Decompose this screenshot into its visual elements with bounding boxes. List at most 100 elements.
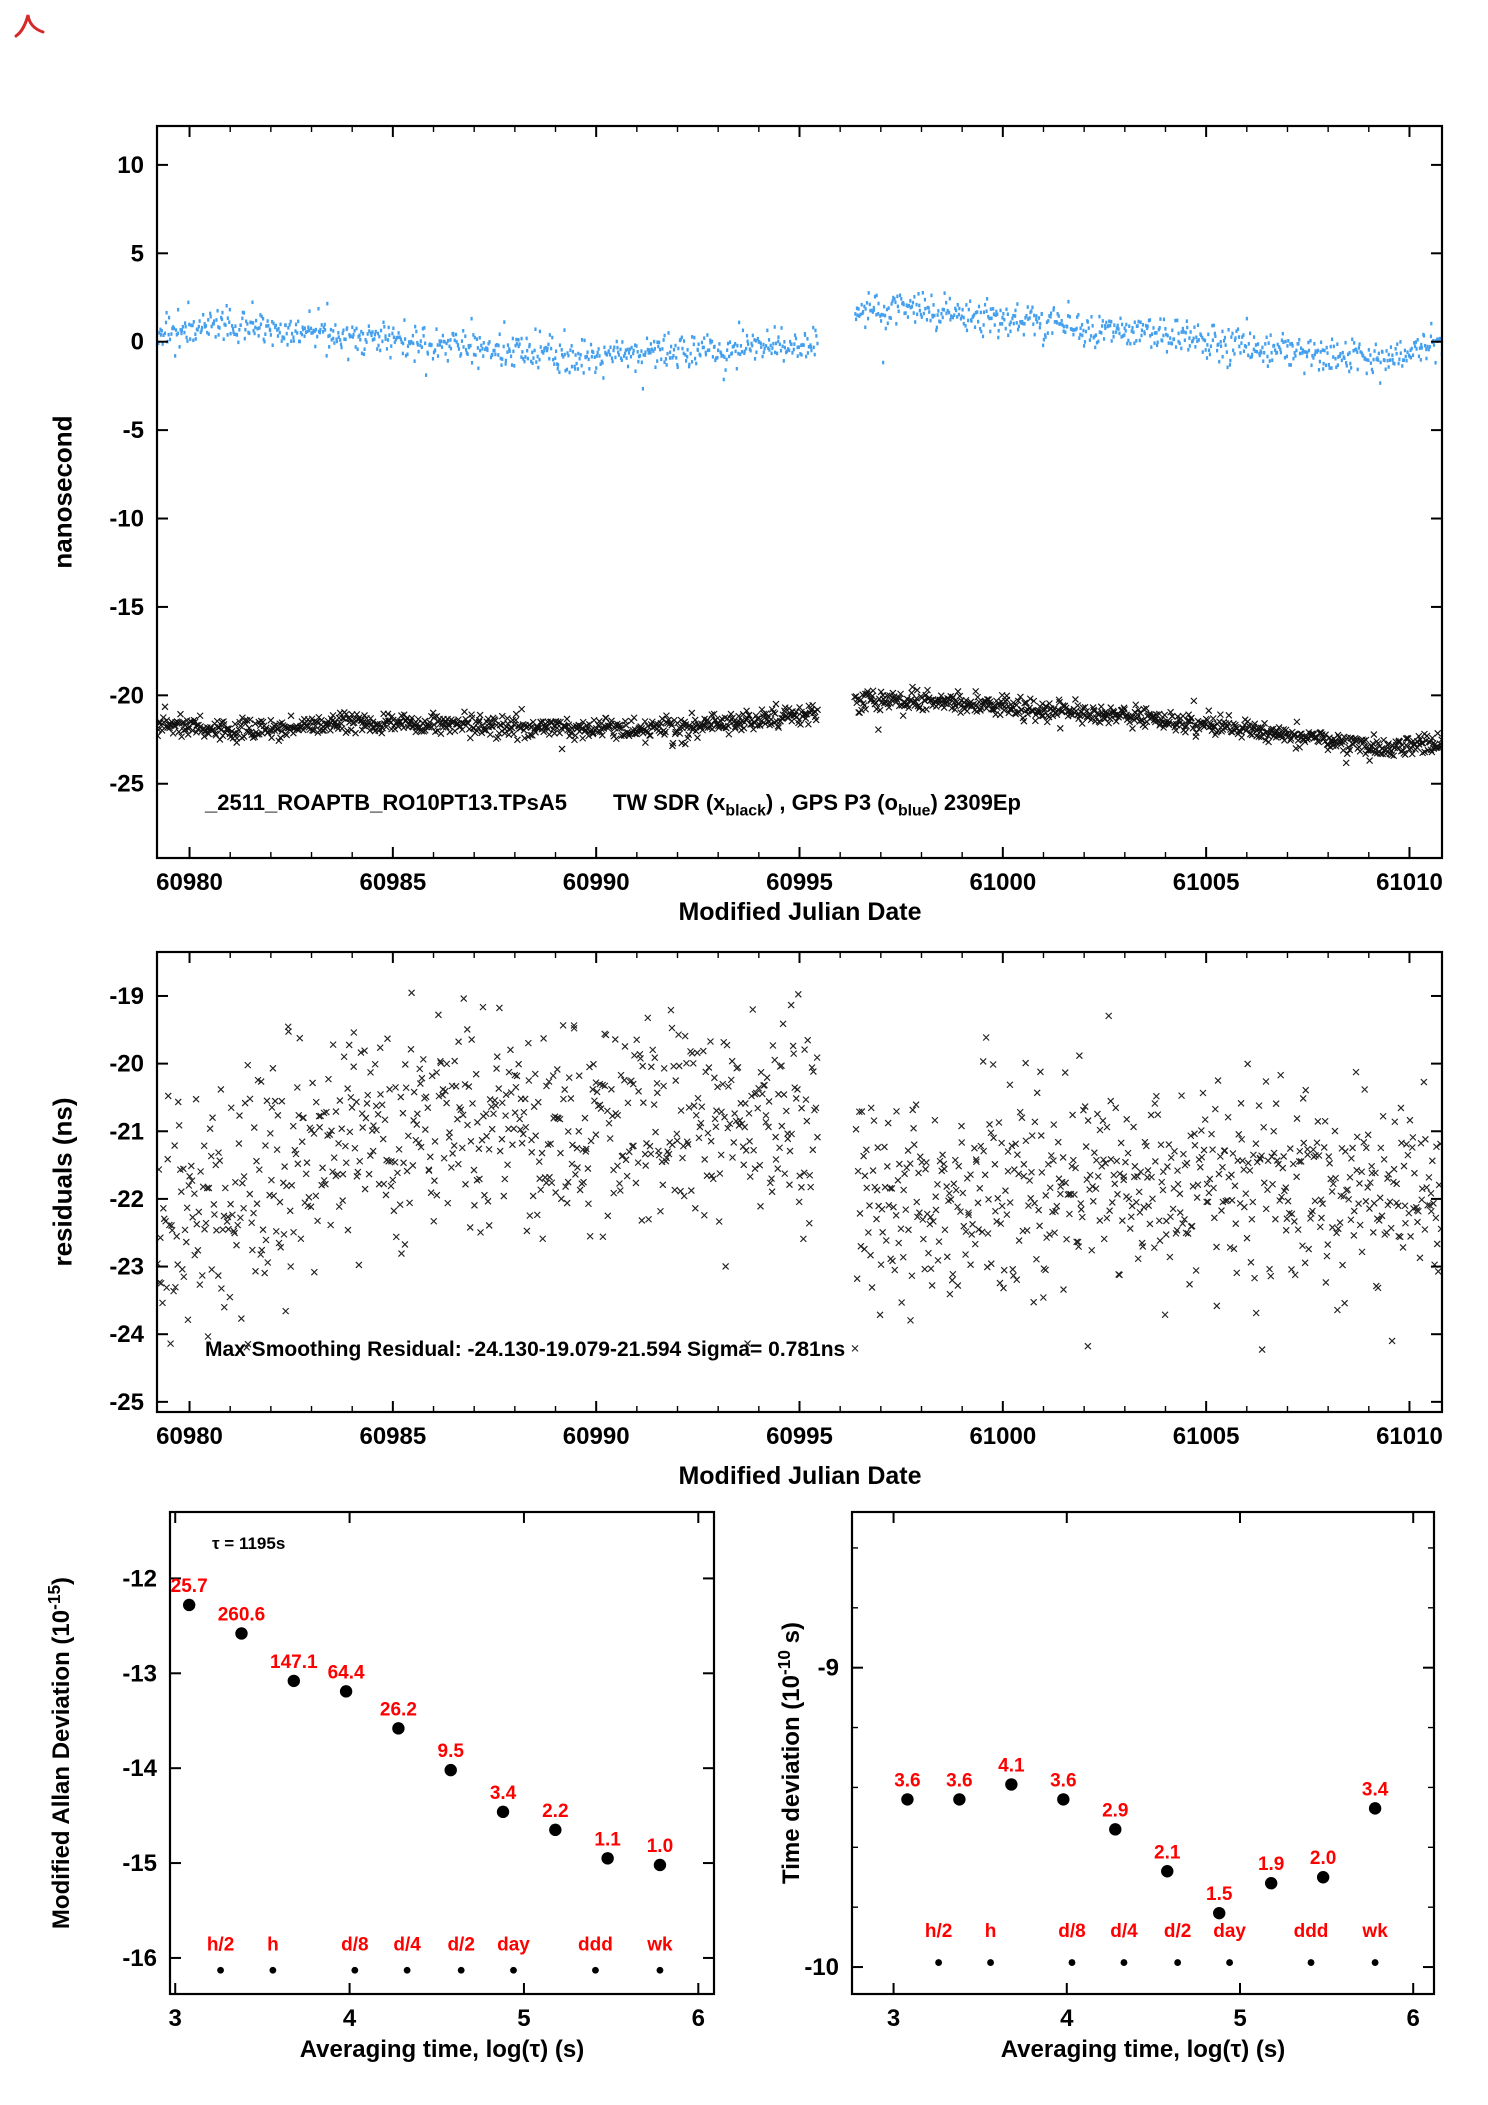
time-marker-label: h <box>267 1934 279 1955</box>
y-tick-label: -20 <box>109 1051 144 1078</box>
time-marker-dot <box>592 1966 599 1974</box>
point-value-label: 260.6 <box>218 1604 266 1625</box>
time-marker-dot <box>269 1966 277 1974</box>
point-value-label: 1.5 <box>1206 1884 1233 1905</box>
tdev-y-axis-label: Time deviation (10-10 s) <box>774 1622 806 1884</box>
time-marker-dot <box>1120 1959 1128 1966</box>
y-tick-label: -22 <box>109 1186 144 1213</box>
tdev-ylabel-text: Time deviation (10 <box>778 1675 805 1884</box>
time-marker-label: h/2 <box>925 1921 952 1942</box>
x-tick-label: 3 <box>887 2005 900 2032</box>
legend-sub-black: black <box>725 802 766 820</box>
point-value-label: 2.0 <box>1310 1848 1336 1869</box>
point-value-label: 1.9 <box>1258 1854 1284 1875</box>
time-marker-label: ddd <box>578 1934 613 1955</box>
series-1 <box>157 683 1442 767</box>
time-marker-dot <box>987 1959 994 1966</box>
residuals-x-axis-label: Modified Julian Date <box>678 1462 922 1490</box>
y-tick-label: -19 <box>109 983 144 1010</box>
data-point <box>1316 1871 1330 1884</box>
data-point <box>287 1674 300 1688</box>
point-value-label: 3.6 <box>894 1770 920 1791</box>
x-tick-label: 60995 <box>766 869 833 896</box>
averaging-time-markers: h/2 h d/8 d/4 d/2 day ddd wk <box>207 1934 673 1974</box>
time-marker-dot <box>351 1966 359 1974</box>
chart-smoothing-residuals: 60980 60985 60990 60995 61000 61005 61010 -19 -2… <box>109 950 1444 1450</box>
point-value-label: 4.1 <box>998 1755 1025 1776</box>
point-value-label: 25.7 <box>171 1576 208 1597</box>
y-tick-label: -5 <box>123 417 144 444</box>
y-tick-label: -14 <box>122 1755 157 1782</box>
x-tick-label: 4 <box>1060 2005 1074 2032</box>
y-tick-label: -15 <box>109 594 144 621</box>
point-value-label: 3.4 <box>1362 1779 1389 1800</box>
x-tick-label: 60980 <box>156 1423 223 1450</box>
x-tick-label: 60980 <box>156 869 223 896</box>
x-tick-label: 60985 <box>359 1423 426 1450</box>
residuals-annotation: Max Smoothing Residual: -24.130-19.079-2… <box>205 1338 846 1361</box>
mdev-y-axis-label: Modified Allan Deviation (10-15) <box>44 1577 76 1929</box>
mdev-x-axis-label: Averaging time, log(τ) (s) <box>299 2036 585 2063</box>
averaging-time-markers: h/2 h d/8 d/4 d/2 day ddd wk <box>925 1921 1388 1966</box>
point-value-label: 3.6 <box>946 1770 972 1791</box>
data-point <box>953 1793 966 1806</box>
y-tick-label: -13 <box>122 1660 157 1687</box>
tdev-ylabel-close: s) <box>778 1622 805 1651</box>
y-tick-label: -16 <box>122 1945 157 1972</box>
x-tick-label: 60990 <box>563 869 630 896</box>
x-tick-label: 61000 <box>969 1423 1036 1450</box>
series-0 <box>157 290 1442 391</box>
y-tick-label: 10 <box>117 152 144 179</box>
time-marker-dot <box>935 1959 943 1966</box>
y-tick-label: -21 <box>109 1118 144 1145</box>
point-value-label: 26.2 <box>380 1699 417 1720</box>
x-tick-label: 61010 <box>1376 1423 1443 1450</box>
mdev-ylabel-close: ) <box>48 1576 75 1585</box>
data-point <box>1005 1778 1018 1791</box>
time-marker-label: day <box>497 1934 530 1955</box>
time-marker-label: d/4 <box>1110 1921 1138 1942</box>
point-value-label: 64.4 <box>328 1662 365 1683</box>
data-point <box>549 1823 562 1837</box>
chart-time-deviation: 3 4 5 6 -9 -10 3.6 3.6 4.1 3.6 2.9 2.1 1.5 1.9 2.0 3.4 h… <box>804 1510 1436 2032</box>
x-tick-label: 61005 <box>1173 1423 1240 1450</box>
point-value-label: 3.4 <box>490 1783 517 1804</box>
time-marker-label: d/4 <box>393 1934 421 1955</box>
point-value-label: 1.0 <box>647 1836 673 1857</box>
data-point <box>653 1858 667 1872</box>
point-value-label: 3.6 <box>1050 1770 1076 1791</box>
tdev-x-axis-label: Averaging time, log(τ) (s) <box>1000 2036 1286 2063</box>
y-tick-label: -25 <box>109 1389 144 1416</box>
data-point <box>1161 1865 1174 1878</box>
time-marker-label: day <box>1213 1921 1246 1942</box>
residuals-y-axis-label: residuals (ns) <box>47 1097 78 1267</box>
top-chart-legend: _2511_ROAPTB_RO10PT13.TPsA5 TW SDR (xblac… <box>205 790 1021 820</box>
time-marker-dot <box>217 1966 224 1974</box>
data-point <box>901 1793 914 1806</box>
x-tick-label: 60995 <box>766 1423 833 1450</box>
x-tick-label: 6 <box>1407 2005 1420 2032</box>
corner-pen-mark-icon <box>14 14 45 38</box>
time-marker-label: d/2 <box>447 1934 474 1955</box>
y-tick-label: -10 <box>804 1954 839 1981</box>
data-point <box>339 1685 353 1698</box>
data-point <box>496 1805 510 1819</box>
time-marker-label: d/8 <box>1058 1921 1085 1942</box>
data-point <box>1057 1793 1070 1806</box>
time-marker-label: d/8 <box>341 1934 368 1955</box>
x-tick-label: 60985 <box>359 869 426 896</box>
time-marker-label: ddd <box>1294 1921 1329 1942</box>
time-marker-dot <box>1307 1959 1315 1966</box>
tdev-ylabel-exponent: -10 <box>774 1650 794 1676</box>
top-chart-x-axis-label: Modified Julian Date <box>678 898 922 926</box>
labeled-points: 25.7 260.6 147.1 64.4 26.2 9.5 3.4 2.2 1.1 1.0 <box>171 1576 673 1872</box>
point-value-label: 9.5 <box>438 1741 465 1762</box>
point-value-label: 2.1 <box>1154 1842 1181 1863</box>
x-tick-label: 61000 <box>969 869 1036 896</box>
time-marker-dot <box>1174 1959 1182 1966</box>
point-value-label: 2.9 <box>1102 1800 1128 1821</box>
y-tick-label: -20 <box>109 682 144 709</box>
time-marker-dot <box>1371 1959 1379 1966</box>
data-point <box>444 1763 457 1777</box>
